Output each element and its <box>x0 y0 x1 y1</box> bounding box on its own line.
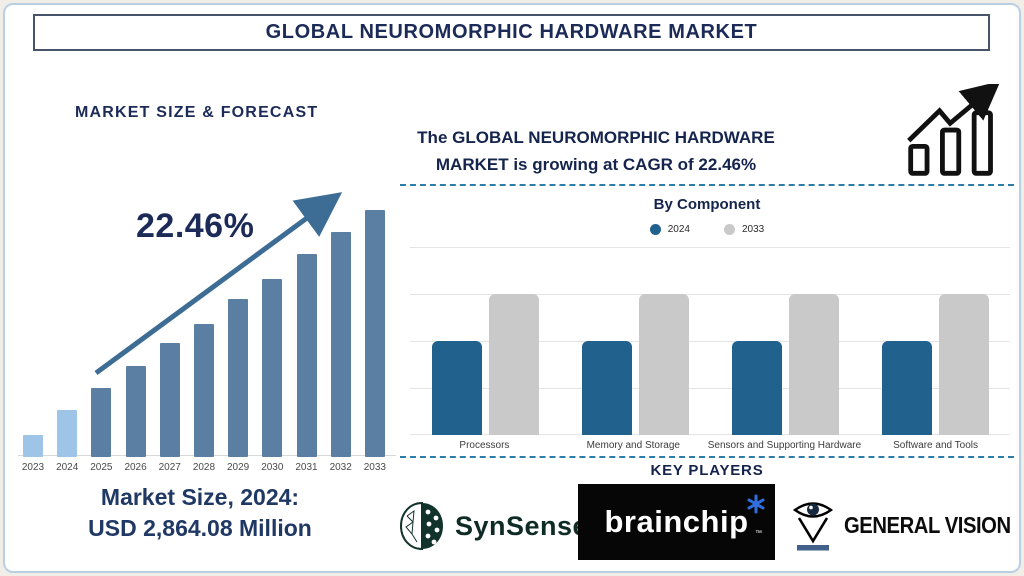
brainchip-logo-text: brainchip ™ <box>604 494 764 540</box>
cagr-headline-line2: MARKET is growing at CAGR of 22.46% <box>435 155 757 175</box>
forecast-bar-group-2024: 2024 <box>52 410 82 473</box>
forecast-axis-label-2028: 2028 <box>192 462 216 473</box>
market-size-forecast-heading: MARKET SIZE & FORECAST <box>75 104 319 121</box>
forecast-bar-2028 <box>193 324 214 457</box>
forecast-bar-2027 <box>159 343 180 457</box>
component-bar-2033 <box>638 294 689 435</box>
dashed-divider-top <box>400 184 1014 186</box>
key-players-heading: KEY PLAYERS <box>650 462 764 479</box>
cagr-headline-line1: The GLOBAL NEUROMORPHIC HARDWARE <box>417 128 775 147</box>
component-category-label: Sensors and Supporting Hardware <box>707 440 862 451</box>
forecast-axis-label-2026: 2026 <box>124 462 147 473</box>
legend-label-2024: 2024 <box>667 224 690 235</box>
forecast-bar-2032 <box>330 232 351 457</box>
by-component-heading: By Component <box>653 196 761 213</box>
by-component-legend: 2024 2033 <box>400 224 1014 235</box>
forecast-bar-2025 <box>91 388 112 457</box>
legend-dot-2024-icon <box>649 224 661 235</box>
gridline <box>410 341 1010 342</box>
component-bar-2024 <box>881 341 932 435</box>
gridline <box>410 388 1010 389</box>
component-bar-2024 <box>431 341 482 435</box>
dashed-divider-bottom <box>400 456 1014 458</box>
market-size-caption-line2: USD 2,864.08 Million <box>88 515 312 542</box>
component-labels: Processors Memory and Storage Sensors and … <box>410 440 1010 451</box>
forecast-bar-group-2027: 2027 <box>155 343 185 473</box>
forecast-bar-group-2023: 2023 <box>18 435 48 473</box>
component-bar-2024 <box>731 341 782 435</box>
general-vision-logo-text: GENERAL VISION <box>844 511 1011 538</box>
forecast-bar-2026 <box>125 366 146 457</box>
forecast-bar-2031 <box>296 254 317 457</box>
forecast-axis-label-2030: 2030 <box>261 462 284 473</box>
by-component-chart <box>410 247 1010 435</box>
cagr-annotation: 22.46% <box>136 207 255 245</box>
forecast-axis-label-2033: 2033 <box>363 462 386 473</box>
forecast-axis-label-2023: 2023 <box>21 462 45 473</box>
component-bar-group <box>410 294 560 435</box>
forecast-bar-2024 <box>57 410 78 457</box>
forecast-axis-label-2031: 2031 <box>295 462 318 473</box>
component-bar-group <box>710 294 860 435</box>
forecast-axis-label-2025: 2025 <box>90 462 113 473</box>
component-bar-group <box>560 294 710 435</box>
forecast-bar-group-2031: 2031 <box>292 254 322 473</box>
component-bar-2033 <box>788 294 839 435</box>
forecast-bar-group-2029: 2029 <box>223 299 253 473</box>
forecast-bar-2030 <box>262 279 283 457</box>
page-title-box: GLOBAL NEUROMORPHIC HARDWARE MARKET <box>33 14 990 51</box>
forecast-axis-label-2024: 2024 <box>56 462 79 473</box>
synsense-logo-text: SynSense <box>455 510 589 541</box>
component-bars <box>410 247 1010 435</box>
player-synsense: SynSense <box>398 500 588 552</box>
forecast-axis-label-2032: 2032 <box>329 462 352 473</box>
legend-label-2033: 2033 <box>742 224 765 235</box>
brain-icon <box>399 501 443 551</box>
gridline <box>410 247 1010 248</box>
market-size-caption: Market Size, 2024: USD 2,864.08 Million <box>10 482 390 544</box>
component-category-label: Memory and Storage <box>586 440 680 451</box>
market-size-caption-line1: Market Size, 2024: <box>100 484 300 510</box>
forecast-bar-group-2030: 2030 <box>257 279 287 473</box>
component-bar-2024 <box>581 341 632 435</box>
component-bar-group <box>860 294 1010 435</box>
spark-asterisk-icon <box>747 494 764 514</box>
forecast-bar-2029 <box>228 299 249 457</box>
gridline <box>410 294 1010 295</box>
forecast-bar-group-2026: 2026 <box>121 366 151 473</box>
legend-item-2033: 2033 <box>724 224 764 235</box>
component-category-label: Software and Tools <box>893 440 979 451</box>
component-category-label: Processors <box>459 440 510 451</box>
forecast-bar-group-2028: 2028 <box>189 324 219 473</box>
bar-chart-growth-icon <box>907 84 1001 176</box>
legend-dot-2033-icon <box>724 224 735 235</box>
cagr-headline: The GLOBAL NEUROMORPHIC HARDWARE MARKET … <box>336 124 856 178</box>
forecast-bar-group-2025: 2025 <box>86 388 116 473</box>
forecast-bar-2023 <box>23 435 43 457</box>
forecast-bar-2033 <box>364 210 385 457</box>
forecast-axis-label-2027: 2027 <box>158 462 181 473</box>
forecast-bar-group-2032: 2032 <box>326 232 356 473</box>
component-bar-2033 <box>488 294 539 435</box>
brainchip-trademark: ™ <box>755 530 763 537</box>
player-brainchip: brainchip ™ <box>578 484 775 560</box>
eye-pin-icon <box>792 502 834 551</box>
legend-item-2024: 2024 <box>649 224 690 235</box>
page-title: GLOBAL NEUROMORPHIC HARDWARE MARKET <box>265 21 758 43</box>
baseline <box>410 434 1010 435</box>
forecast-axis-label-2029: 2029 <box>227 462 250 473</box>
player-general-vision: GENERAL VISION <box>790 494 1024 556</box>
component-bar-2033 <box>938 294 989 435</box>
forecast-bar-group-2033: 2033 <box>360 210 390 473</box>
